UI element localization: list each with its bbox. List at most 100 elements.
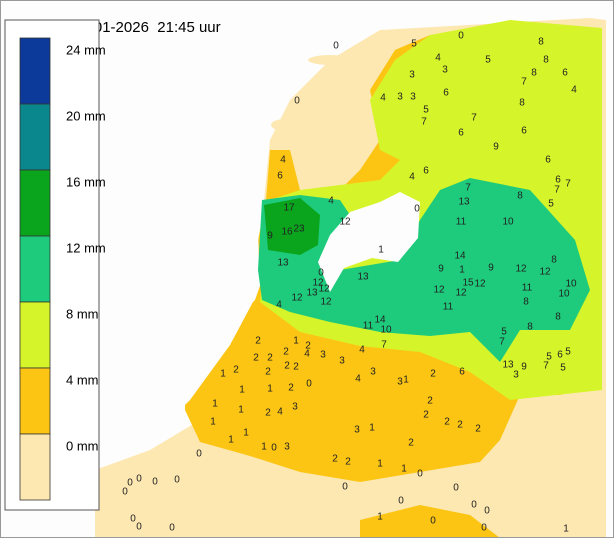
station-value: 5 [501, 327, 507, 338]
station-value: 10 [558, 289, 570, 300]
station-value: 12 [515, 264, 527, 275]
station-value: 13 [306, 288, 318, 299]
station-value: 4 [328, 196, 334, 207]
station-value: 0 [414, 204, 420, 215]
station-value: 2 [457, 420, 463, 431]
station-value: 11 [456, 217, 467, 228]
station-value: 4 [380, 93, 386, 104]
station-value: 9 [521, 362, 527, 373]
station-value: 5 [560, 363, 566, 374]
station-value: 7 [381, 340, 387, 351]
station-value: 12 [339, 217, 351, 228]
station-value: 2 [293, 362, 299, 373]
station-value: 1 [293, 336, 299, 347]
station-value: 13 [277, 258, 289, 269]
legend-label: 16 mm [66, 174, 106, 189]
station-value: 2 [255, 336, 261, 347]
legend-swatch [19, 169, 51, 237]
station-value: 12 [539, 267, 551, 278]
station-value: 2 [253, 353, 259, 364]
station-value: 8 [543, 55, 549, 66]
station-value: 0 [471, 500, 477, 511]
station-value: 1 [378, 245, 384, 256]
station-value: 0 [127, 478, 133, 489]
station-value: 2 [265, 367, 271, 378]
station-value: 6 [443, 88, 449, 99]
legend-label: 0 mm [66, 438, 99, 453]
station-value: 8 [555, 312, 561, 323]
station-value: 2 [423, 410, 429, 421]
station-value: 1 [369, 423, 375, 434]
station-value: 7 [471, 113, 477, 124]
station-value: 9 [488, 263, 494, 274]
station-value: 1 [377, 459, 383, 470]
station-value: 9 [267, 231, 273, 242]
island [271, 119, 299, 131]
station-value: 14 [454, 251, 466, 262]
station-value: 23 [293, 224, 305, 235]
legend-label: 24 mm [66, 42, 106, 57]
station-value: 1 [267, 384, 273, 395]
station-value: 7 [554, 185, 560, 196]
station-value: 0 [169, 523, 175, 534]
station-value: 8 [551, 255, 557, 266]
legend-swatch [19, 103, 51, 171]
station-value: 0 [294, 96, 300, 107]
station-value: 11 [443, 302, 454, 313]
station-value: 5 [485, 55, 491, 66]
station-value: 12 [318, 284, 330, 295]
station-value: 6 [521, 126, 527, 137]
station-value: 12 [455, 288, 467, 299]
station-value: 8 [527, 322, 533, 333]
station-value: 2 [283, 347, 289, 358]
station-value: 7 [421, 117, 427, 128]
station-value: 1 [459, 265, 465, 276]
station-value: 2 [305, 341, 311, 352]
station-value: 8 [523, 297, 529, 308]
station-value: 2 [265, 408, 271, 419]
station-value: 8 [531, 68, 537, 79]
station-value: 6 [562, 68, 568, 79]
station-value: 10 [502, 217, 514, 228]
station-value: 6 [557, 350, 563, 361]
station-value: 0 [271, 443, 277, 454]
station-value: 3 [409, 70, 415, 81]
station-value: 3 [397, 377, 403, 388]
station-value: 13 [357, 272, 369, 283]
station-value: 3 [442, 65, 448, 76]
station-value: 0 [417, 469, 423, 480]
station-value: 8 [517, 191, 523, 202]
station-value: 1 [210, 417, 216, 428]
station-value: 8 [538, 37, 544, 48]
station-value: 13 [458, 197, 470, 208]
station-value: 4 [277, 407, 283, 418]
station-value: 1 [212, 399, 218, 410]
station-value: 2 [427, 396, 433, 407]
station-value: 15 [462, 278, 474, 289]
legend-swatch [19, 367, 51, 435]
station-value: 1 [403, 375, 409, 386]
legend-box [4, 19, 100, 511]
lake [318, 192, 420, 292]
station-value: 4 [280, 155, 286, 166]
station-value: 1 [238, 405, 244, 416]
station-value: 5 [423, 105, 429, 116]
station-value: 16 [281, 227, 293, 238]
station-value: 10 [565, 279, 577, 290]
station-value: 9 [438, 264, 444, 275]
station-value: 2 [345, 457, 351, 468]
legend-swatch [19, 433, 51, 501]
station-value: 4 [359, 345, 365, 356]
legend-swatch [19, 37, 51, 105]
station-value: 9 [493, 142, 499, 153]
zone-16mm [264, 198, 320, 255]
station-value: 11 [522, 283, 533, 294]
station-value: 5 [548, 199, 554, 210]
station-value: 4 [571, 85, 577, 96]
station-value: 6 [277, 171, 283, 182]
station-value: 17 [283, 203, 295, 214]
station-value: 12 [474, 279, 486, 290]
station-value: 5 [565, 347, 571, 358]
station-value: 4 [304, 349, 310, 360]
station-value: 0 [453, 483, 459, 494]
